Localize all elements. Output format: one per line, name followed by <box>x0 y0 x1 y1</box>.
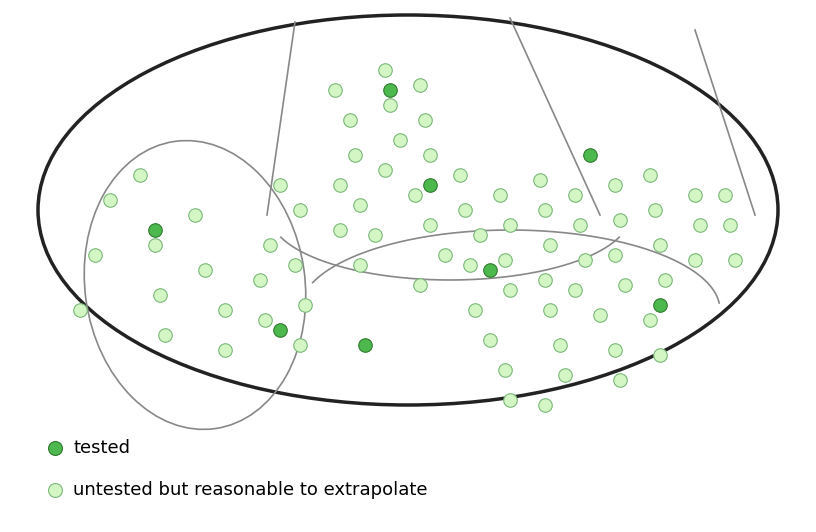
Point <box>88 251 101 259</box>
Point <box>463 261 477 269</box>
Point <box>494 191 507 200</box>
Point <box>419 116 432 124</box>
Point <box>424 221 437 229</box>
Point <box>73 306 86 314</box>
Point <box>273 326 286 334</box>
Point <box>503 221 517 229</box>
Point <box>499 256 512 264</box>
Point <box>593 311 606 319</box>
Point <box>689 256 702 264</box>
Point <box>149 226 162 234</box>
Point <box>384 101 397 109</box>
Point <box>569 286 582 294</box>
Point <box>473 231 486 239</box>
Point <box>724 221 737 229</box>
Point <box>609 251 622 259</box>
Point <box>344 116 357 124</box>
Point <box>539 206 552 214</box>
Point <box>273 181 286 189</box>
Point <box>294 340 307 349</box>
Point <box>384 86 397 94</box>
Point <box>219 346 232 354</box>
Point <box>353 261 366 269</box>
Point <box>153 291 166 300</box>
Point <box>294 206 307 214</box>
Point <box>414 281 427 289</box>
Point <box>424 181 437 189</box>
Point <box>694 221 707 229</box>
Point <box>348 151 361 159</box>
Point <box>219 306 232 314</box>
Point <box>393 136 406 144</box>
Text: untested but reasonable to extrapolate: untested but reasonable to extrapolate <box>73 481 428 499</box>
Point <box>644 316 657 325</box>
Point <box>614 216 627 225</box>
Point <box>483 336 496 344</box>
Point <box>574 221 587 229</box>
Point <box>539 276 552 284</box>
Point <box>558 371 571 379</box>
Point <box>329 86 342 94</box>
Point <box>659 276 672 284</box>
Point <box>254 276 267 284</box>
Point <box>579 256 592 264</box>
Point <box>654 351 667 359</box>
Point <box>553 340 566 349</box>
Point <box>468 306 481 314</box>
Point <box>48 486 61 494</box>
Point <box>424 151 437 159</box>
Point <box>619 281 632 289</box>
Point <box>353 201 366 209</box>
Point <box>689 191 702 200</box>
Point <box>334 226 347 234</box>
Point <box>379 166 392 174</box>
Point <box>438 251 451 259</box>
Point <box>299 301 312 309</box>
Point <box>414 81 427 89</box>
Point <box>379 66 392 74</box>
Point <box>48 444 61 452</box>
Point <box>534 176 547 184</box>
Point <box>543 306 557 314</box>
Point <box>198 266 211 275</box>
Point <box>609 346 622 354</box>
Point <box>289 261 302 269</box>
Point <box>583 151 596 159</box>
Point <box>369 231 382 239</box>
Point <box>334 181 347 189</box>
Point <box>654 241 667 250</box>
Point <box>499 365 512 374</box>
Point <box>358 340 371 349</box>
Point <box>158 331 171 339</box>
Point <box>188 211 202 219</box>
Point <box>104 196 117 204</box>
Point <box>569 191 582 200</box>
Point <box>409 191 422 200</box>
Point <box>134 171 147 179</box>
Point <box>649 206 662 214</box>
Text: tested: tested <box>73 439 130 457</box>
Point <box>503 286 517 294</box>
Point <box>543 241 557 250</box>
Point <box>503 396 517 404</box>
Point <box>644 171 657 179</box>
Point <box>264 241 277 250</box>
Point <box>483 266 496 275</box>
Point <box>718 191 731 200</box>
Point <box>614 376 627 384</box>
Point <box>729 256 742 264</box>
Point <box>539 401 552 409</box>
Point <box>149 241 162 250</box>
Point <box>609 181 622 189</box>
Point <box>654 301 667 309</box>
Point <box>259 316 272 325</box>
Point <box>454 171 467 179</box>
Point <box>459 206 472 214</box>
